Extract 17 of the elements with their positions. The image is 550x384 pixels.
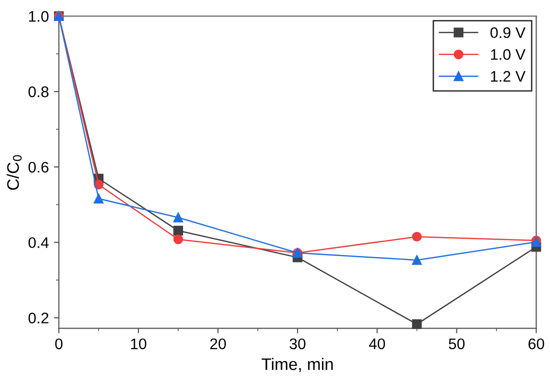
legend-label: 1.0 V (491, 49, 526, 60)
x-tick-label: 60 (528, 338, 544, 350)
y-tick-label: 0.2 (28, 312, 48, 324)
y-tick-label: 0.6 (28, 162, 48, 173)
x-tick-label: 10 (131, 338, 146, 350)
x-tick-label: 0 (55, 338, 62, 350)
x-tick-label: 30 (290, 338, 306, 350)
y-tick-label: 0.4 (28, 237, 49, 248)
y-tick-label: 1.0 (29, 10, 49, 22)
legend-label: 1.2 V (491, 70, 526, 82)
y-tick-label: 0.8 (28, 86, 48, 98)
x-tick-label: 20 (210, 338, 226, 350)
x-axis-title: Time, min (262, 358, 333, 372)
x-tick-label: 40 (368, 338, 386, 350)
legend-label: 0.9 V (490, 27, 526, 38)
y-axis-title: C/C$_{0}$ (6, 155, 22, 190)
x-tick-label: 50 (448, 338, 465, 350)
